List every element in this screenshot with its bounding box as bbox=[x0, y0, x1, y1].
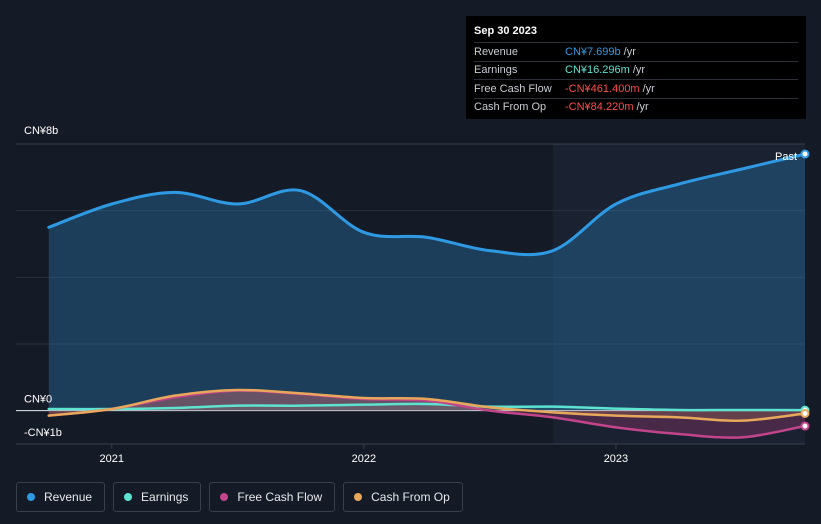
tooltip-unit: /yr bbox=[623, 45, 636, 58]
legend-dot-icon bbox=[27, 493, 35, 501]
x-axis-label: 2023 bbox=[604, 453, 628, 465]
end-point-revenue bbox=[800, 149, 810, 159]
line-cash-from-op bbox=[47, 388, 807, 422]
tooltip-row-cash-from-op: Cash From Op -CN¥84.220m /yr bbox=[474, 97, 798, 117]
line-earnings bbox=[47, 402, 807, 412]
tooltip-date: Sep 30 2023 bbox=[474, 25, 537, 37]
past-region bbox=[552, 144, 805, 444]
x-axis-label: 2022 bbox=[352, 453, 376, 465]
tooltip-label: Revenue bbox=[474, 45, 519, 58]
legend-label: Earnings bbox=[141, 490, 189, 504]
tooltip-unit: /yr bbox=[632, 64, 646, 77]
end-point-free-cash-flow bbox=[800, 421, 810, 431]
legend-item-earnings[interactable]: Earnings bbox=[113, 482, 202, 512]
end-point-cash-from-op bbox=[800, 408, 810, 418]
legend: Revenue Earnings Free Cash Flow Cash Fro… bbox=[16, 482, 463, 512]
y-axis-label: -CN¥1b bbox=[24, 427, 62, 439]
tooltip-label: Free Cash Flow bbox=[474, 82, 552, 95]
tooltip-value: CN¥16.296m bbox=[565, 64, 630, 77]
tooltip-row-revenue: Revenue CN¥7.699b /yr bbox=[474, 42, 798, 61]
tooltip-value: -CN¥461.400m bbox=[565, 82, 640, 95]
legend-dot-icon bbox=[354, 493, 363, 501]
tooltip-row-free-cash-flow: Free Cash Flow -CN¥461.400m /yr bbox=[474, 79, 798, 98]
legend-item-cash-from-op[interactable]: Cash From Op bbox=[343, 482, 463, 512]
x-axis-label: 2021 bbox=[100, 453, 124, 465]
past-label: Past bbox=[775, 151, 797, 163]
legend-label: Revenue bbox=[44, 490, 93, 504]
tooltip-value: -CN¥84.220m bbox=[565, 101, 634, 114]
line-revenue bbox=[47, 152, 807, 257]
legend-dot-icon bbox=[220, 493, 229, 501]
tooltip-row-earnings: Earnings CN¥16.296m /yr bbox=[474, 60, 798, 80]
tooltip-unit: /yr bbox=[636, 101, 649, 114]
legend-label: Free Cash Flow bbox=[237, 490, 323, 504]
legend-item-free-cash-flow[interactable]: Free Cash Flow bbox=[209, 482, 336, 512]
area-revenue bbox=[48, 154, 806, 411]
y-axis-label: CN¥0 bbox=[24, 394, 52, 406]
tooltip-label: Cash From Op bbox=[474, 101, 547, 114]
tooltip-label: Earnings bbox=[474, 64, 518, 77]
tooltip: Sep 30 2023 Revenue CN¥7.699b /yr Earnin… bbox=[466, 16, 806, 119]
line-free-cash-flow bbox=[47, 389, 807, 439]
area-free-cash-flow bbox=[48, 390, 806, 438]
legend-item-revenue[interactable]: Revenue bbox=[16, 482, 106, 512]
legend-dot-icon bbox=[124, 493, 133, 501]
tooltip-value: CN¥7.699b bbox=[565, 45, 621, 58]
tooltip-unit: /yr bbox=[642, 82, 655, 95]
area-cash-from-op bbox=[48, 389, 806, 421]
y-axis-label: CN¥8b bbox=[24, 125, 58, 137]
legend-label: Cash From Op bbox=[371, 490, 450, 504]
